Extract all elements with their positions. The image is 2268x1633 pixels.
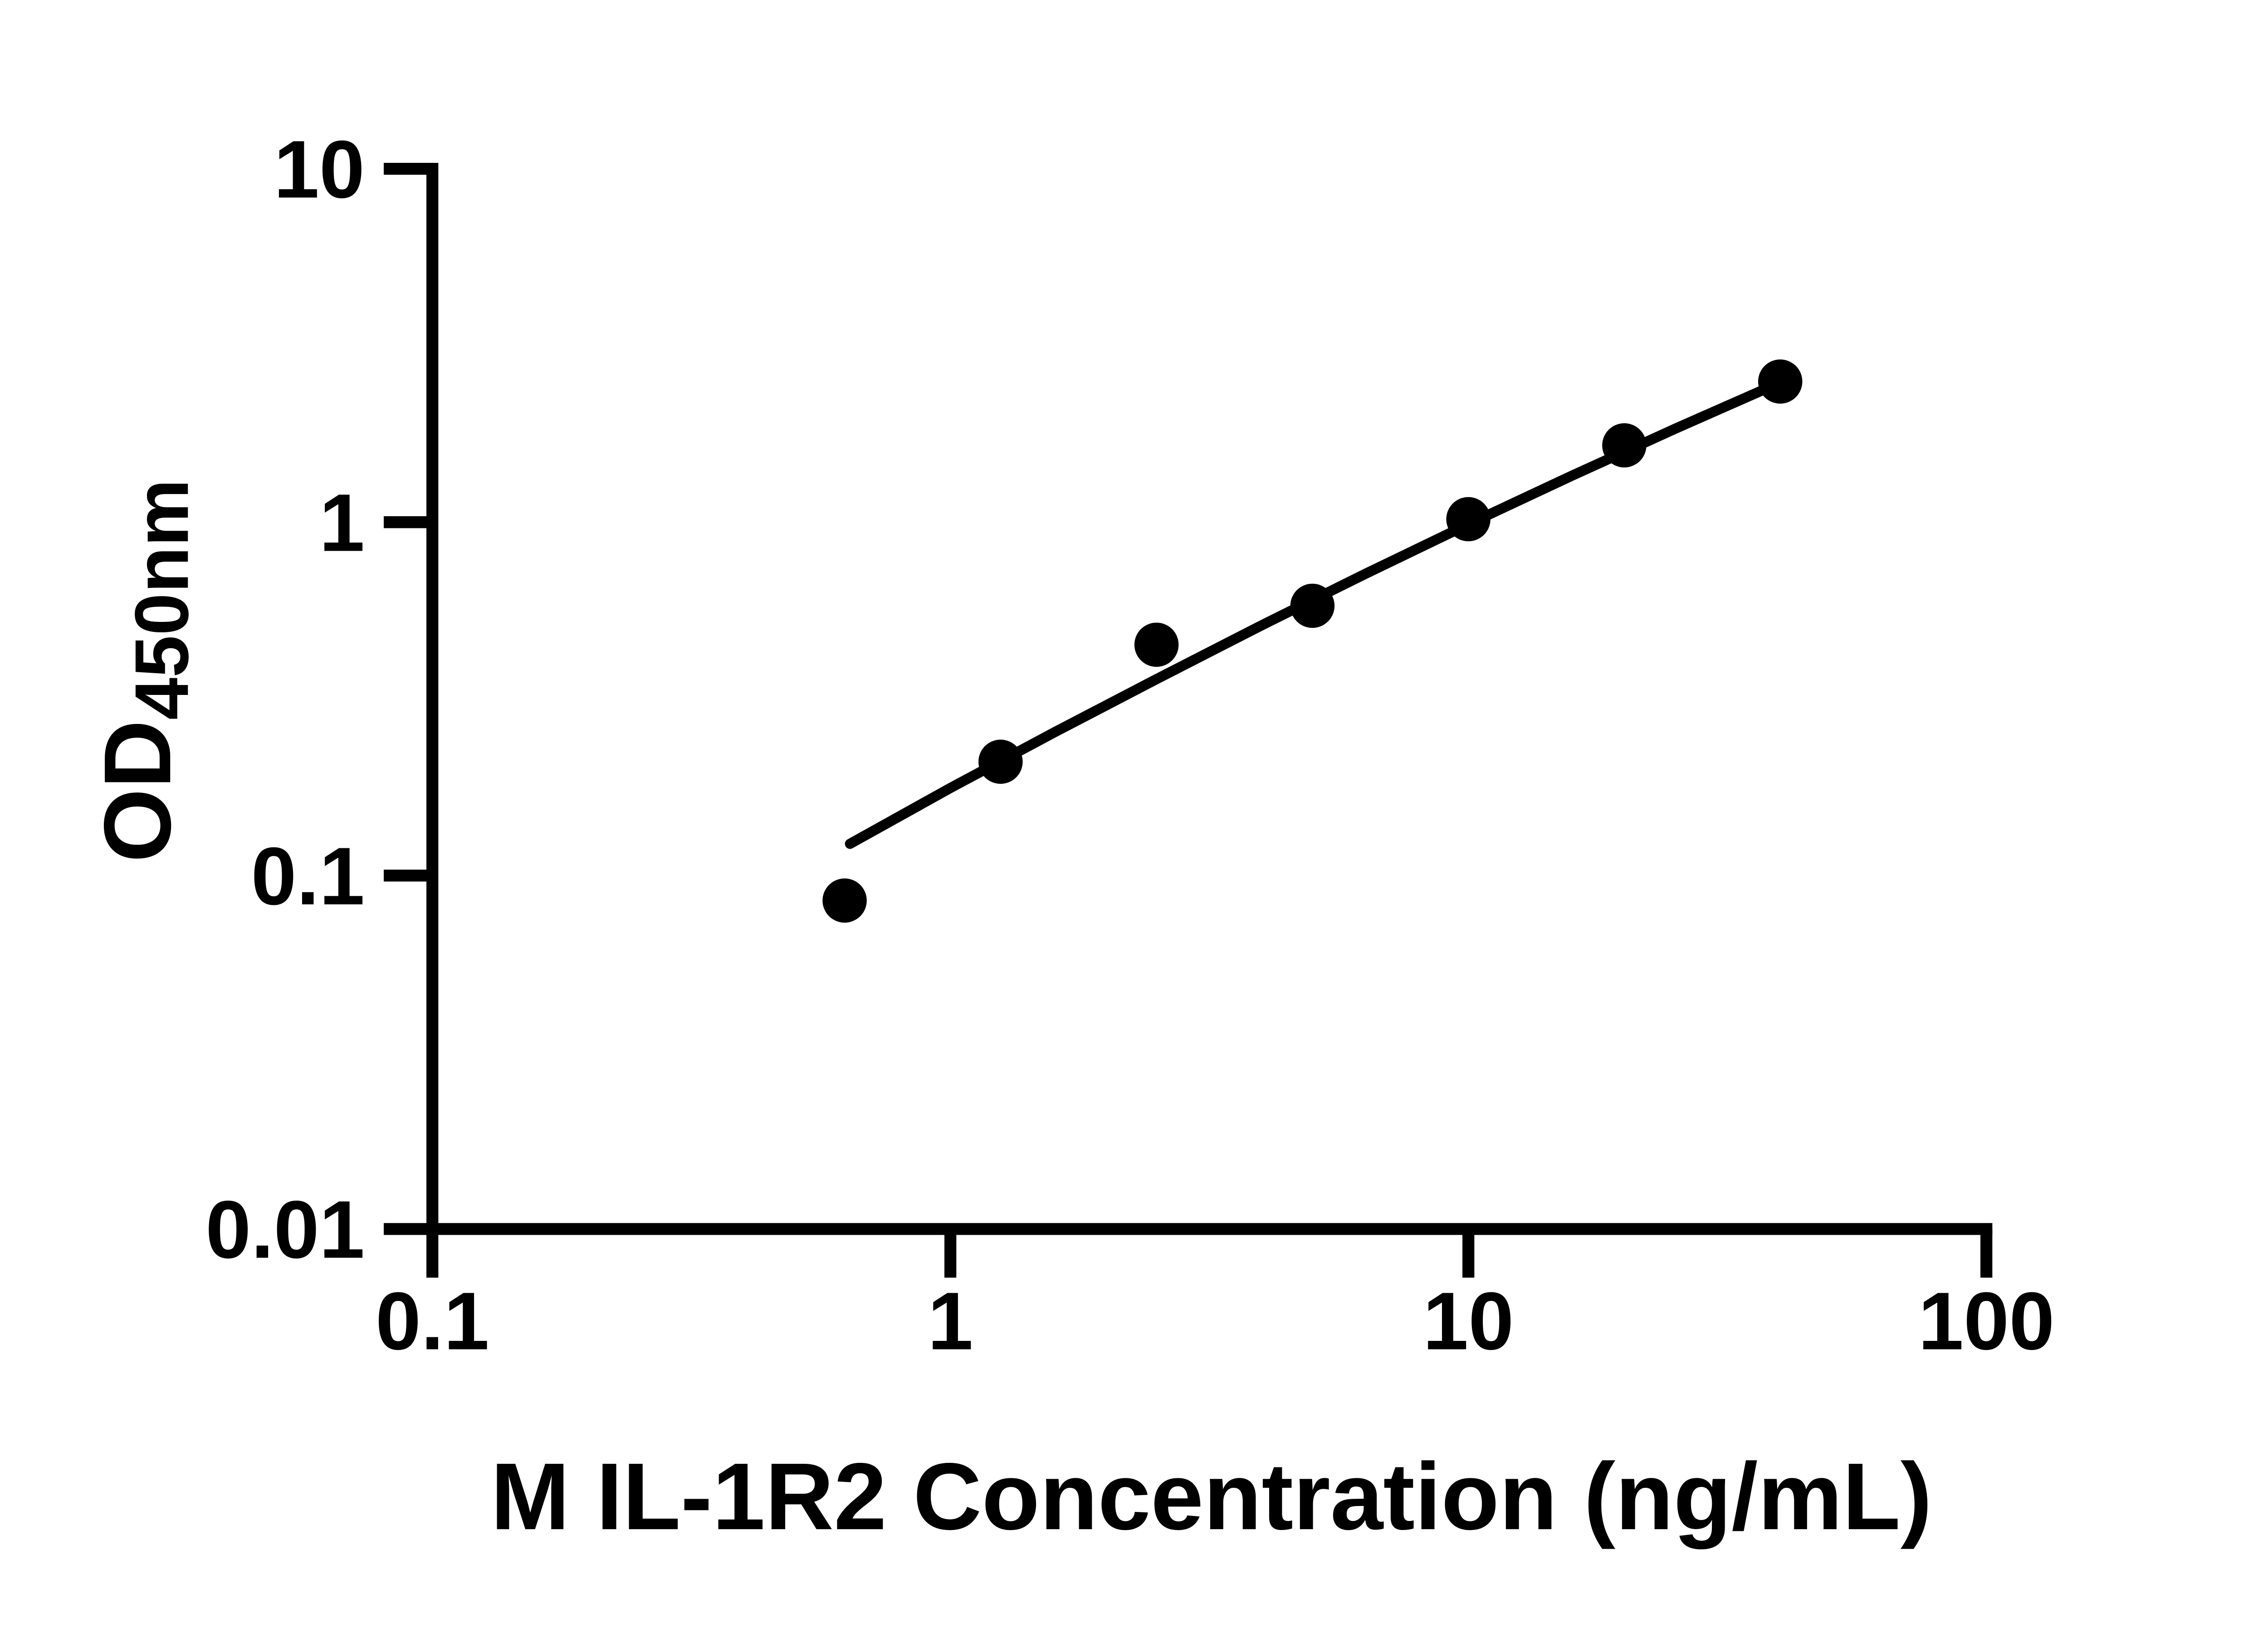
data-point [822,878,867,923]
y-tick-label: 0.01 [205,1184,365,1276]
y-axis-title: OD450nm [84,479,204,862]
x-tick-label: 1 [928,1276,973,1367]
data-point [1602,423,1647,468]
data-point [1290,583,1335,628]
y-tick-label: 10 [274,124,365,215]
data-point [978,739,1023,784]
x-tick-label: 0.1 [376,1276,489,1367]
data-point [1446,497,1491,542]
y-axis-title-main: OD [84,720,191,862]
x-tick-label: 100 [1918,1276,2055,1367]
y-tick-label: 1 [319,478,365,569]
y-tick-label: 0.1 [251,831,365,922]
data-point [1758,359,1803,404]
x-tick-label: 10 [1423,1276,1514,1367]
data-point [1134,622,1179,667]
x-axis-title: M IL-1R2 Concentration (ng/mL) [491,1443,1932,1550]
y-axis-title-subscript: 450nm [119,479,204,720]
